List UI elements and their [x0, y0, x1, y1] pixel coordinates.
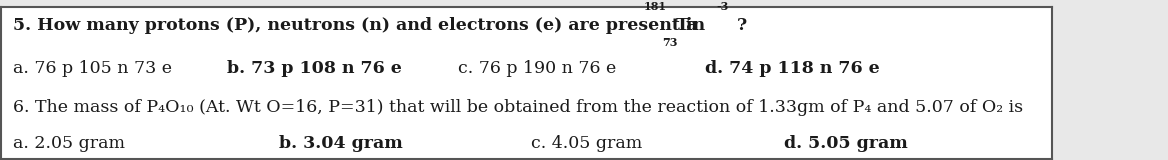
Text: c. 76 p 190 n 76 e: c. 76 p 190 n 76 e — [458, 60, 616, 77]
Text: d. 5.05 gram: d. 5.05 gram — [784, 135, 908, 152]
Text: Ta: Ta — [675, 17, 697, 34]
Text: d. 74 p 118 n 76 e: d. 74 p 118 n 76 e — [704, 60, 880, 77]
Text: b. 3.04 gram: b. 3.04 gram — [279, 135, 403, 152]
Text: -3: -3 — [716, 1, 729, 12]
Text: c. 4.05 gram: c. 4.05 gram — [531, 135, 642, 152]
Text: a. 2.05 gram: a. 2.05 gram — [13, 135, 125, 152]
Text: 181: 181 — [644, 1, 667, 12]
Text: b. 73 p 108 n 76 e: b. 73 p 108 n 76 e — [227, 60, 402, 77]
Text: ?: ? — [737, 17, 748, 34]
Text: 73: 73 — [661, 36, 677, 48]
Text: a. 76 p 105 n 73 e: a. 76 p 105 n 73 e — [13, 60, 173, 77]
Text: 6. The mass of P₄O₁₀ (At. Wt O=16, P=31) that will be obtained from the reaction: 6. The mass of P₄O₁₀ (At. Wt O=16, P=31)… — [13, 99, 1023, 116]
Text: 5. How many protons (P), neutrons (n) and electrons (e) are present in: 5. How many protons (P), neutrons (n) an… — [13, 17, 711, 34]
